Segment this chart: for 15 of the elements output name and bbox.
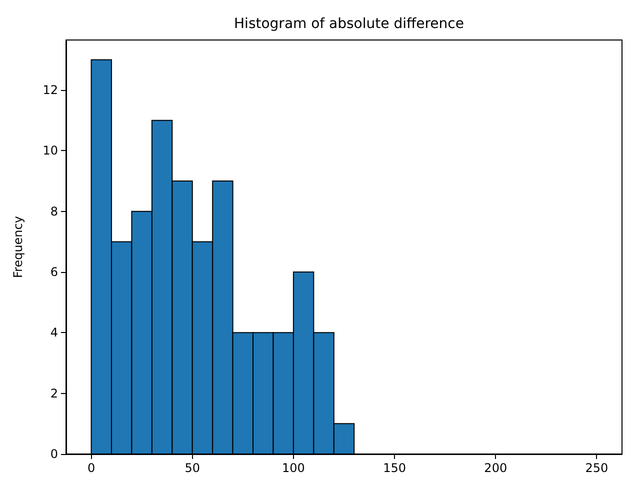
y-tick-label: 12 bbox=[42, 83, 58, 98]
y-tick-label: 2 bbox=[50, 386, 58, 400]
y-tick-label: 10 bbox=[42, 144, 58, 158]
y-tick-label: 6 bbox=[50, 265, 58, 280]
chart-title: Histogram of absolute difference bbox=[234, 16, 464, 32]
x-tick-label: 50 bbox=[184, 461, 200, 475]
x-tick-label: 100 bbox=[282, 461, 305, 475]
y-tick-label: 0 bbox=[50, 447, 58, 461]
x-tick-label: 0 bbox=[87, 461, 96, 475]
x-tick-label: 150 bbox=[383, 461, 406, 475]
y-tick-label: 8 bbox=[50, 204, 58, 218]
x-tick-label: 250 bbox=[585, 461, 608, 475]
x-tick-label: 200 bbox=[484, 461, 508, 475]
y-tick-label: 4 bbox=[50, 326, 58, 340]
y-axis-title: Frequency bbox=[11, 216, 25, 278]
